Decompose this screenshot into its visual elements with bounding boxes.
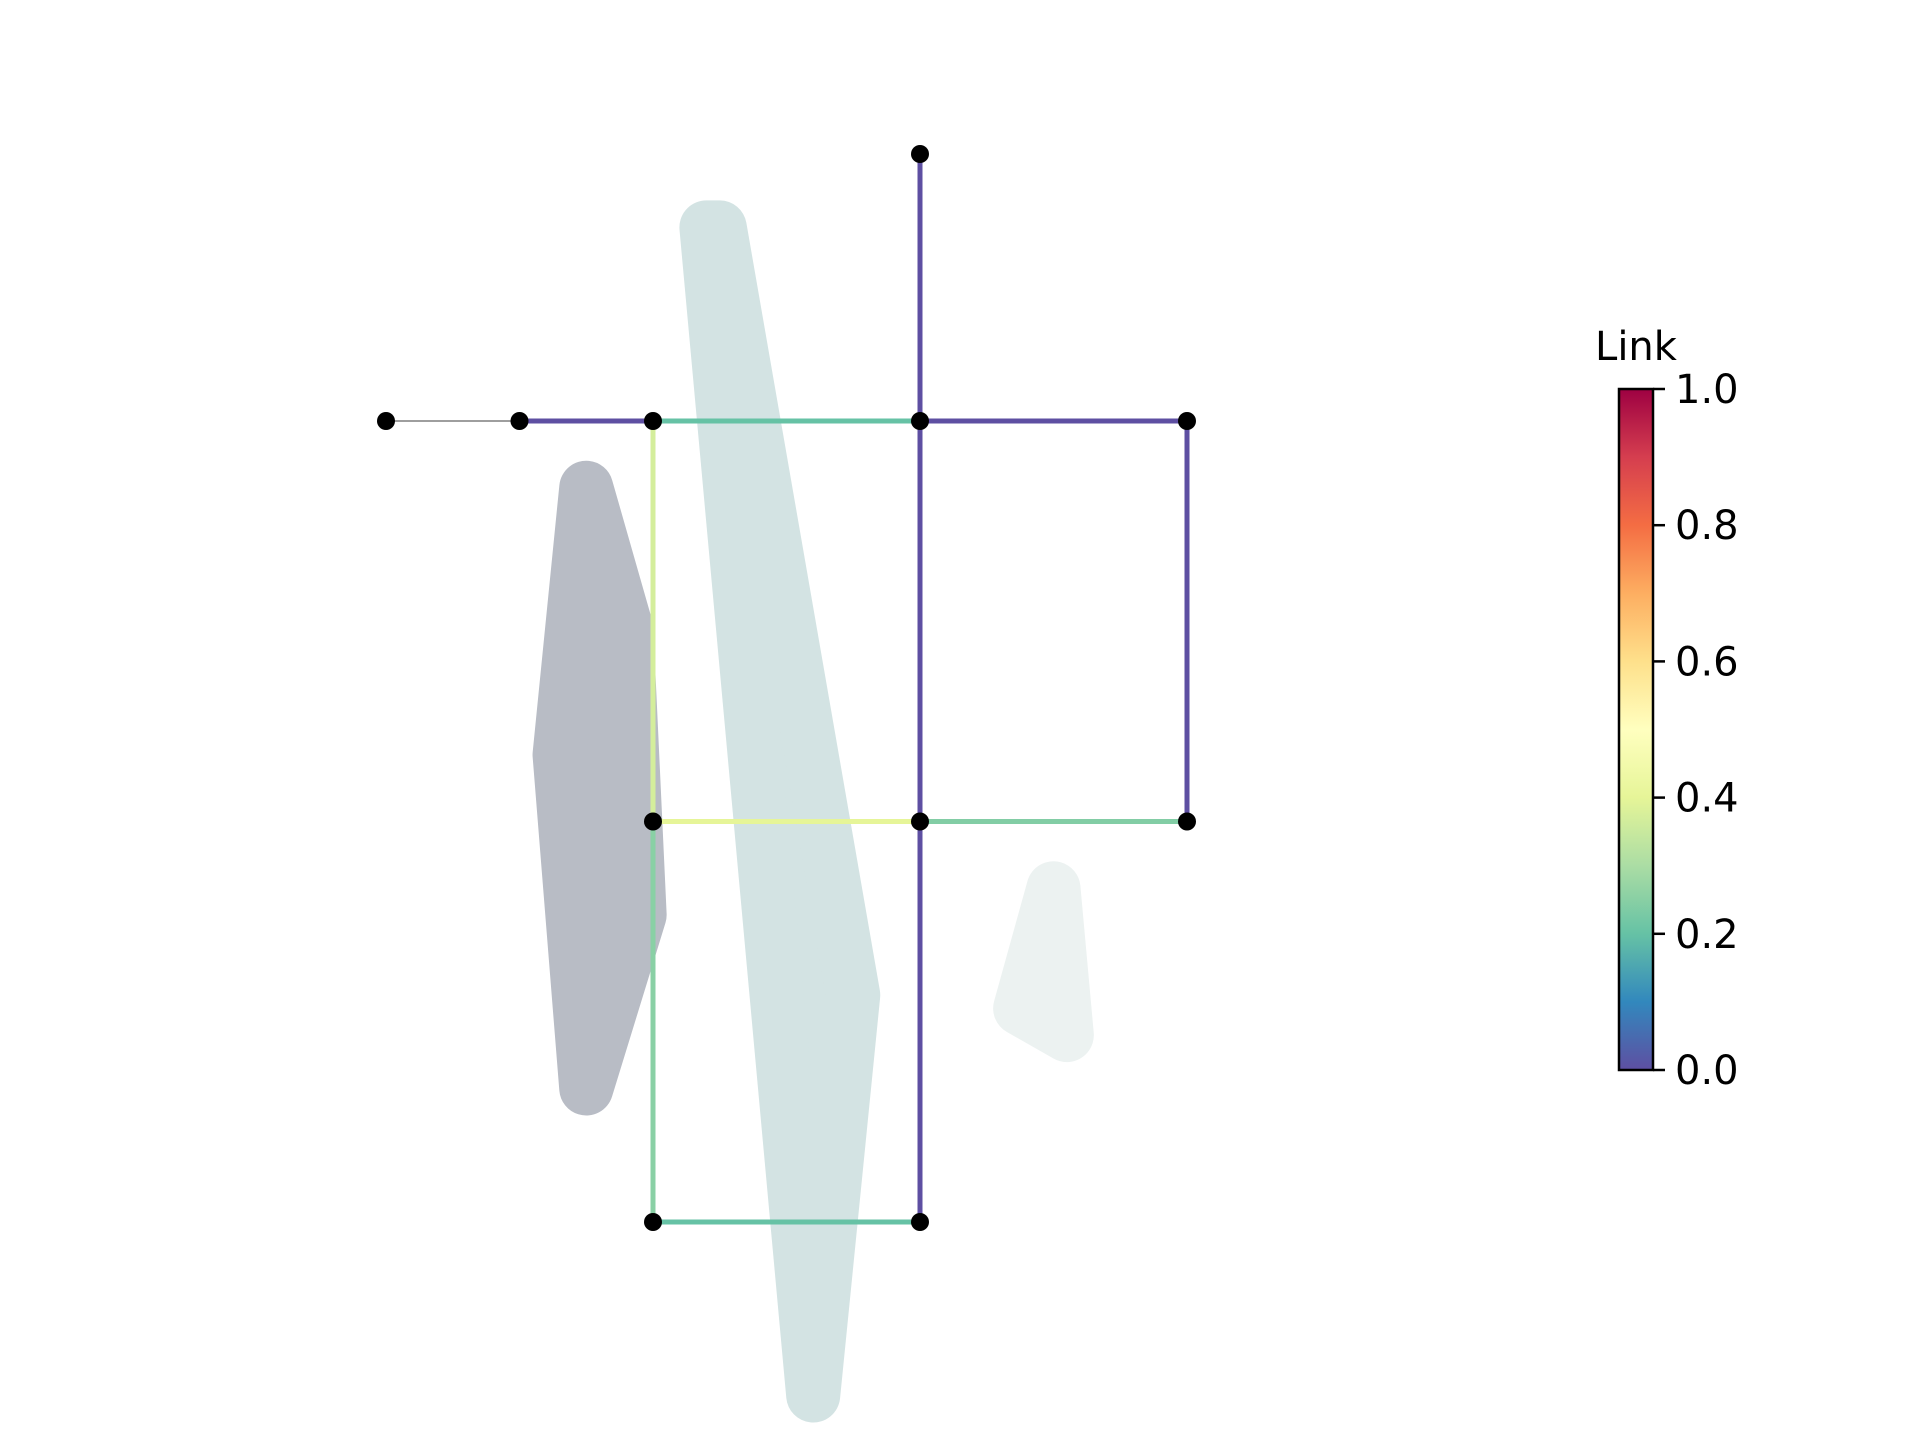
node-n6: [911, 145, 929, 163]
gray-region: [532, 460, 667, 1116]
node-n1: [377, 412, 395, 430]
network-links: [386, 154, 1190, 1225]
node-n8: [911, 812, 929, 831]
node-n7: [644, 812, 662, 831]
colorbar-tick-label: 1.0: [1675, 367, 1739, 413]
network-nodes: [377, 145, 1196, 1231]
background-shapes: [532, 200, 1094, 1423]
node-n3: [644, 412, 662, 430]
light-teal-region: [679, 200, 881, 1423]
colorbar-gradient: [1617, 387, 1655, 1072]
colorbar-tick-label: 0.2: [1675, 912, 1739, 958]
node-n5: [1178, 412, 1196, 430]
node-n11: [911, 1213, 929, 1231]
colorbar-tick-label: 0.0: [1675, 1048, 1739, 1094]
colorbar: Link 0.0 0.2 0.4 0.6 0.8 1.0: [1595, 324, 1739, 1094]
colorbar-tick-label: 0.6: [1675, 639, 1739, 685]
colorbar-tick-label: 0.4: [1675, 776, 1739, 822]
node-n9: [1178, 812, 1196, 831]
node-n10: [644, 1213, 662, 1231]
pale-region: [993, 861, 1094, 1063]
colorbar-title: Link: [1595, 324, 1678, 370]
node-n2: [510, 412, 529, 430]
colorbar-tick-label: 0.8: [1675, 503, 1739, 549]
node-n4: [911, 412, 929, 430]
